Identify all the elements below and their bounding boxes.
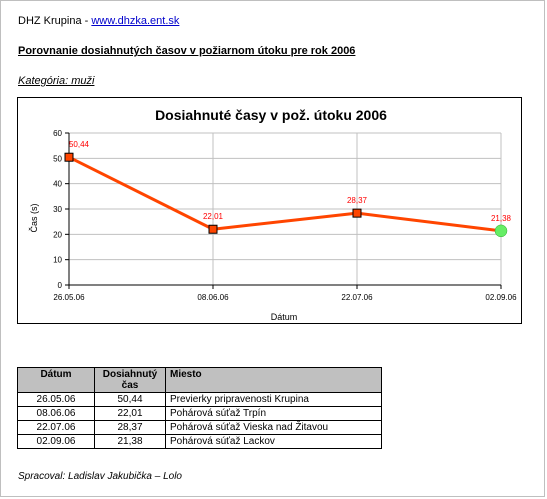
page-header: DHZ Krupina - www.dhzka.ent.sk	[18, 15, 179, 27]
y-tick-label: 60	[53, 129, 62, 138]
site-name: DHZ Krupina	[18, 15, 82, 27]
report-title: Porovnanie dosiahnutých časov v požiarno…	[18, 45, 356, 57]
table-row: 02.09.06 21,38 Pohárová súťaž Lackov	[17, 434, 382, 449]
cell-place: Pohárová súťaž Vieska nad Žitavou	[165, 420, 382, 435]
data-point-marker	[352, 208, 362, 218]
table-header-row: Dátum Dosiahnutý čas Miesto	[17, 367, 382, 393]
x-tick-label: 22.07.06	[341, 293, 373, 302]
cell-time: 28,37	[94, 420, 166, 435]
cell-place: Previerky pripravenosti Krupina	[165, 392, 382, 407]
cell-date: 08.06.06	[17, 406, 95, 421]
cell-time: 50,44	[94, 392, 166, 407]
data-label: 22,01	[203, 212, 224, 221]
data-label: 28,37	[347, 196, 368, 205]
x-tick-label: 02.09.06	[485, 293, 517, 302]
chart-container: 0 10 20 30 40 50 60 26.05.06 08.06.06 22.07.06 02.…	[17, 97, 522, 324]
cell-date: 22.07.06	[17, 420, 95, 435]
footer-credit: Spracoval: Ladislav Jakubička – Lolo	[18, 471, 182, 482]
data-point-marker	[494, 224, 508, 238]
cell-time: 21,38	[94, 434, 166, 449]
y-tick-label: 0	[58, 281, 63, 290]
cell-date: 02.09.06	[17, 434, 95, 449]
x-axis-label: Dátum	[271, 312, 298, 322]
series-line	[68, 155, 502, 233]
y-tick-label: 50	[53, 154, 62, 163]
y-axis-label: Čas (s)	[29, 203, 39, 232]
cell-time: 22,01	[94, 406, 166, 421]
y-tick-label: 10	[53, 256, 62, 265]
x-tick-label: 08.06.06	[197, 293, 229, 302]
data-point-marker	[64, 152, 74, 162]
site-url-link[interactable]: www.dhzka.ent.sk	[91, 15, 180, 27]
data-point-marker	[208, 224, 218, 234]
y-tick-label: 40	[53, 180, 62, 189]
data-label: 21,38	[491, 214, 512, 223]
line-chart: 0 10 20 30 40 50 60 26.05.06 08.06.06 22.07.06 02.…	[29, 107, 517, 322]
x-tick-label: 26.05.06	[53, 293, 85, 302]
category-label: Kategória: muži	[18, 75, 95, 87]
chart-title: Dosiahnuté časy v pož. útoku 2006	[155, 107, 387, 123]
table-row: 22.07.06 28,37 Pohárová súťaž Vieska nad Ž…	[17, 420, 382, 435]
cell-place: Pohárová súťaž Lackov	[165, 434, 382, 449]
data-label: 50,44	[69, 140, 90, 149]
header-time: Dosiahnutý čas	[94, 367, 166, 393]
header-date: Dátum	[17, 367, 95, 393]
cell-date: 26.05.06	[17, 392, 95, 407]
y-tick-label: 20	[53, 230, 62, 239]
cell-place: Pohárová súťaž Trpín	[165, 406, 382, 421]
table-row: 26.05.06 50,44 Previerky pripravenosti Kru…	[17, 392, 382, 407]
table-row: 08.06.06 22,01 Pohárová súťaž Trpín	[17, 406, 382, 421]
header-place: Miesto	[165, 367, 382, 393]
y-tick-label: 30	[53, 205, 62, 214]
results-table: Dátum Dosiahnutý čas Miesto 26.05.06 50,4…	[17, 367, 382, 449]
header-separator: -	[81, 15, 92, 27]
